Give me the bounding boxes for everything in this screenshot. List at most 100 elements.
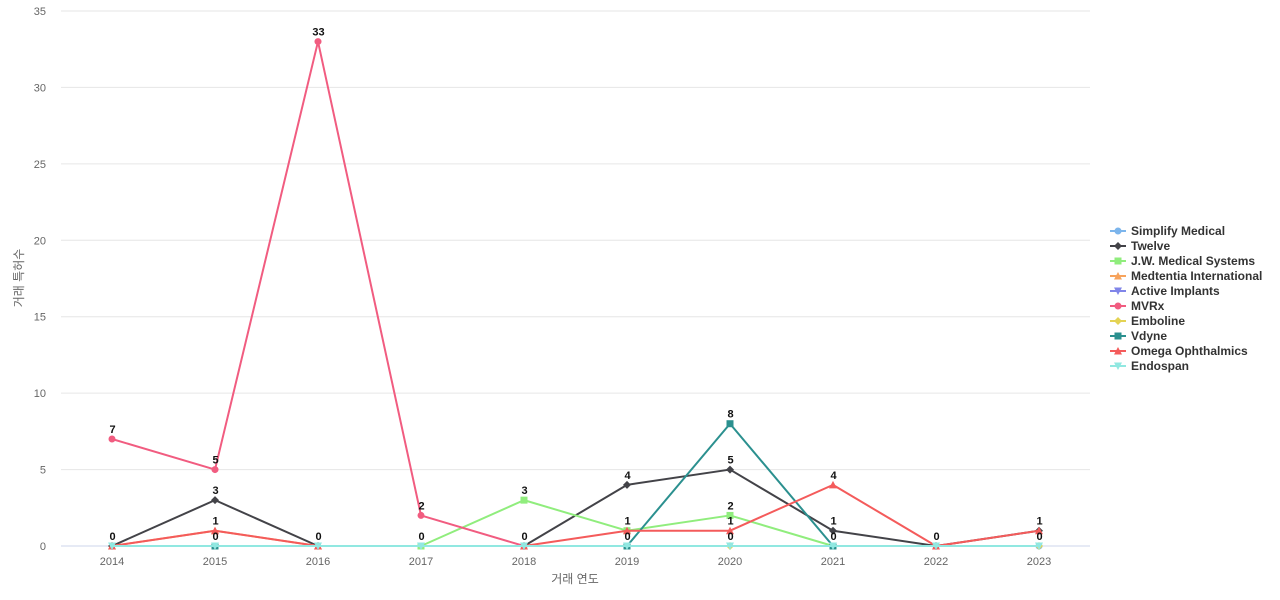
data-label: 0 [109, 531, 115, 543]
legend-label: Vdyne [1131, 329, 1167, 343]
legend-marker [1114, 332, 1122, 340]
data-point [726, 511, 734, 519]
data-point [1035, 526, 1043, 535]
legend-marker [1114, 287, 1122, 295]
data-label: 7 [109, 424, 115, 436]
x-tick-label: 2020 [718, 556, 742, 568]
legend-label: Medtentia International [1131, 269, 1262, 283]
data-point [211, 526, 219, 535]
legend-marker [1114, 347, 1122, 355]
data-point [726, 526, 734, 535]
legend-label: Emboline [1131, 314, 1185, 328]
data-point [108, 435, 116, 443]
data-point [829, 526, 837, 535]
legend-item-vdyne[interactable]: Vdyne [1110, 329, 1167, 343]
data-label: 0 [212, 531, 218, 543]
data-point [417, 511, 425, 519]
legend-label: Simplify Medical [1131, 224, 1225, 238]
data-label: 0 [933, 531, 939, 543]
data-label: 2 [727, 500, 733, 512]
data-point [623, 542, 631, 550]
y-tick-label: 35 [34, 6, 46, 18]
y-tick-label: 20 [34, 235, 46, 247]
data-label: 2 [418, 500, 424, 512]
data-point [623, 480, 631, 489]
legend-label: J.W. Medical Systems [1131, 254, 1255, 268]
data-point [211, 542, 219, 550]
data-point [520, 542, 528, 550]
data-label: 1 [624, 516, 630, 528]
legend-marker [1114, 302, 1122, 310]
legend-item-medtentia-international[interactable]: Medtentia International [1110, 269, 1262, 283]
data-label: 0 [418, 531, 424, 543]
data-point [623, 526, 631, 535]
x-tick-label: 2022 [924, 556, 948, 568]
gridlines [61, 10, 1090, 471]
data-label: 5 [727, 455, 733, 467]
data-point [726, 465, 734, 474]
series-endospan [108, 542, 1043, 550]
data-point [108, 542, 116, 550]
data-label: 0 [624, 531, 630, 543]
legend-item-twelve[interactable]: Twelve [1110, 239, 1170, 253]
data-point [932, 542, 940, 550]
legend-item-mvrx[interactable]: MVRx [1110, 299, 1165, 313]
x-tick-label: 2019 [615, 556, 639, 568]
legend-item-simplify-medical[interactable]: Simplify Medical [1110, 224, 1225, 238]
data-labels: 7 5 33 2 0 3 1 0 0 0 3 0 4 1 0 8 5 2 1 0 4 1 0 0 1 0 [109, 27, 1042, 543]
series-mvrx [108, 38, 528, 550]
x-axis-title: 거래 연도 [551, 572, 599, 586]
x-axis-ticks: 2014 2015 2016 2017 2018 2019 2020 2021 2022 2023 [100, 556, 1051, 568]
x-tick-label: 2016 [306, 556, 330, 568]
data-label: 8 [727, 409, 733, 421]
data-label: 1 [830, 516, 836, 528]
series-line [111, 40, 525, 547]
data-point [417, 542, 425, 550]
data-label: 0 [521, 531, 527, 543]
y-tick-label: 15 [34, 312, 46, 324]
x-tick-label: 2014 [100, 556, 124, 568]
y-tick-label: 25 [34, 159, 46, 171]
legend-marker [1114, 272, 1122, 280]
data-label: 4 [830, 470, 837, 482]
data-point [1035, 542, 1043, 550]
data-point [726, 420, 734, 428]
legend-item-emboline[interactable]: Emboline [1110, 314, 1185, 328]
y-tick-label: 10 [34, 388, 46, 400]
data-point [829, 542, 837, 550]
legend-marker [1114, 242, 1122, 250]
legend-label: MVRx [1131, 299, 1165, 313]
data-label: 0 [830, 531, 836, 543]
x-tick-label: 2015 [203, 556, 227, 568]
y-axis-ticks: 0 5 10 15 20 25 30 35 [34, 6, 46, 553]
data-label: 0 [1036, 531, 1042, 543]
data-point [314, 542, 322, 550]
data-label: 33 [312, 27, 324, 39]
data-label: 0 [727, 531, 733, 543]
series-group [108, 38, 1043, 550]
data-point [520, 496, 528, 504]
legend-label: Twelve [1131, 239, 1170, 253]
series-twelve [108, 465, 1043, 550]
data-label: 3 [521, 485, 527, 497]
data-label: 0 [315, 531, 321, 543]
legend-item-active-implants[interactable]: Active Implants [1110, 284, 1220, 298]
legend-marker [1114, 227, 1122, 235]
legend-label: Active Implants [1131, 284, 1220, 298]
legend-marker [1114, 362, 1122, 370]
x-tick-label: 2023 [1027, 556, 1051, 568]
legend-label: Omega Ophthalmics [1131, 344, 1248, 358]
data-label: 1 [1036, 516, 1042, 528]
data-label: 3 [212, 485, 218, 497]
legend-item-omega-ophthalmics[interactable]: Omega Ophthalmics [1110, 344, 1248, 358]
legend-item-j-w-medical-systems[interactable]: J.W. Medical Systems [1110, 254, 1255, 268]
series-line [111, 468, 1040, 547]
legend-label: Endospan [1131, 359, 1189, 373]
data-point [726, 542, 734, 550]
x-tick-label: 2018 [512, 556, 536, 568]
legend-item-endospan[interactable]: Endospan [1110, 359, 1189, 373]
data-point [314, 38, 322, 46]
data-point [211, 466, 219, 474]
